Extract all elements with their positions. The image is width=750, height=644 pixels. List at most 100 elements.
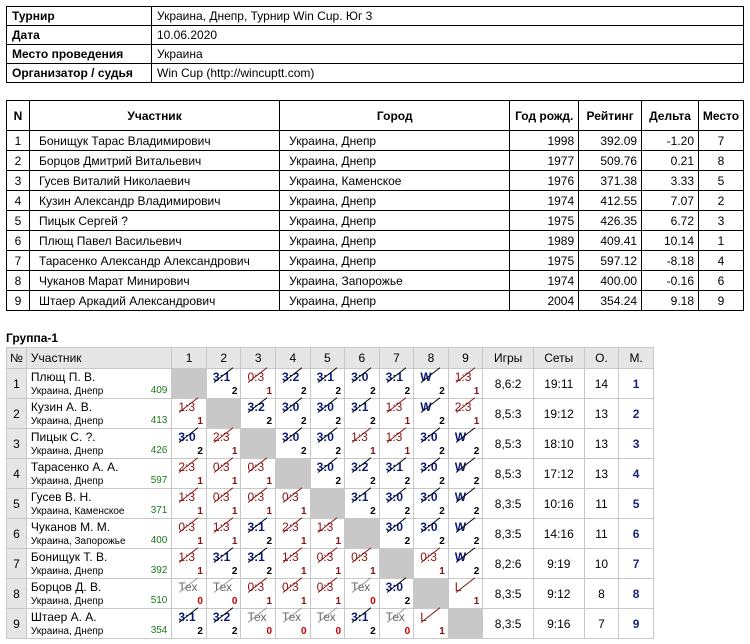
participant-cell: Украина, Днепр	[279, 190, 511, 211]
match-score: Тех	[212, 580, 232, 594]
match-score: L	[454, 580, 462, 594]
player-city: Украина, Запорожье	[30, 536, 126, 547]
match-result-cell: Тех 0	[309, 607, 346, 639]
match-result-cell: 3:02	[344, 367, 380, 399]
match-points: 1	[404, 416, 411, 427]
match-points: 0	[231, 596, 238, 607]
participant-cell: 2	[6, 150, 30, 171]
match-cell-self	[275, 458, 311, 489]
match-points: 1	[370, 566, 376, 577]
match-points: 2	[266, 416, 273, 427]
match-cell-self	[378, 548, 415, 579]
match-result-cell: Тех 0	[275, 607, 311, 639]
info-key: Организатор / судья	[6, 63, 152, 83]
group-place: 4	[618, 458, 654, 489]
match-points: 1	[231, 446, 238, 457]
group-sets: 9:19	[532, 548, 585, 579]
match-points: 2	[231, 626, 238, 637]
match-result-cell: W2	[447, 517, 484, 549]
participant-cell: Украина, Днепр	[279, 290, 511, 311]
match-points: 2	[404, 386, 411, 397]
match-points: 2	[439, 386, 445, 397]
match-points: 2	[335, 416, 342, 427]
participant-cell: -0.16	[641, 270, 699, 291]
match-points: 2	[335, 446, 342, 457]
info-row: Дата 10.06.2020	[6, 25, 744, 45]
player-rating: 400	[150, 535, 168, 546]
participant-row: 3 Гусев Виталий Николаевич Украина, Каменс…	[6, 170, 744, 191]
participant-cell: 0.21	[641, 150, 699, 171]
match-points: 1	[439, 566, 445, 577]
group-points: 8	[583, 578, 620, 609]
group-player-cell: Кузин А. В. Украина, Днепр 413	[25, 398, 173, 429]
group-row-no: 2	[6, 398, 27, 429]
participant-row: 4 Кузин Александр Владимирович Украина, Дн…	[6, 190, 744, 211]
match-result-cell: 0:31	[205, 487, 242, 519]
match-result-cell: 1:31	[171, 547, 207, 579]
match-points: 2	[335, 476, 342, 487]
match-points: 2	[197, 626, 203, 637]
group-crosstable: № Участник 1 2 3 4 5 6 7 8 9 Игры Сеты О. М. 1 Плющ П. …	[6, 347, 654, 639]
player-name: Бонищук Т. В.	[30, 550, 108, 564]
player-rating: 409	[150, 385, 168, 396]
match-points: 2	[439, 506, 445, 517]
match-points: 0	[197, 596, 203, 607]
group-row-no: 8	[6, 578, 27, 609]
player-name: Тарасенко А. А.	[30, 460, 119, 474]
group-header-col: 6	[344, 347, 380, 369]
player-name: Чуканов М. М.	[30, 520, 111, 534]
participant-row: 7 Тарасенко Александр Александрович Украин…	[6, 250, 744, 271]
player-city: Украина, Каменское	[30, 506, 125, 517]
participant-cell: 6	[698, 270, 744, 291]
group-games: 8,3:5	[482, 608, 534, 639]
match-points: 0	[266, 626, 273, 637]
match-points: 1	[266, 506, 273, 517]
participant-cell: 7.07	[641, 190, 699, 211]
match-points: 1	[335, 536, 342, 547]
match-points: 2	[473, 506, 480, 517]
player-rating: 392	[150, 565, 168, 576]
match-result-cell: 3:02	[378, 577, 415, 609]
match-result-cell: 1:31	[275, 547, 311, 579]
participant-cell: Штаер Аркадий Александрович	[28, 290, 281, 311]
match-result-cell: 3:22	[344, 457, 380, 489]
match-points: 2	[473, 446, 480, 457]
match-points: 2	[404, 476, 411, 487]
match-result-cell: 3:12	[378, 367, 415, 399]
match-score: Тех	[351, 580, 371, 594]
match-result-cell: 2:31	[447, 397, 484, 429]
info-value: 10.06.2020	[151, 25, 744, 45]
participants-header: Год рожд.	[509, 100, 580, 131]
group-points: 11	[583, 518, 620, 549]
match-points: 2	[370, 476, 376, 487]
player-city: Украина, Днепр	[30, 386, 104, 397]
participant-cell: 7	[6, 250, 30, 271]
group-sets: 9:12	[532, 578, 585, 609]
participant-cell: 409.41	[578, 230, 643, 251]
participant-cell: 9	[6, 290, 30, 311]
match-result-cell: 3:02	[309, 427, 346, 459]
match-result-cell: 1:31	[171, 397, 207, 429]
group-row-no: 3	[6, 428, 27, 459]
match-points: 1	[197, 506, 203, 517]
match-points: 1	[404, 446, 411, 457]
match-points: 2	[231, 566, 238, 577]
participant-cell: Гусев Виталий Николаевич	[28, 170, 281, 191]
participant-cell: 1974	[509, 190, 580, 211]
participant-cell: Плющ Павел Васильевич	[28, 230, 281, 251]
match-points: 1	[266, 596, 273, 607]
match-result-cell: Тех 0	[378, 607, 415, 639]
group-points: 13	[583, 398, 620, 429]
participant-cell: 597.12	[578, 250, 643, 271]
match-result-cell: 3:02	[378, 517, 415, 549]
match-points: 1	[335, 596, 342, 607]
player-name: Кузин А. В.	[30, 400, 93, 414]
participant-cell: 371.38	[578, 170, 643, 191]
group-player-cell: Гусев В. Н. Украина, Каменское 371	[25, 488, 173, 519]
match-points: 1	[473, 386, 480, 397]
